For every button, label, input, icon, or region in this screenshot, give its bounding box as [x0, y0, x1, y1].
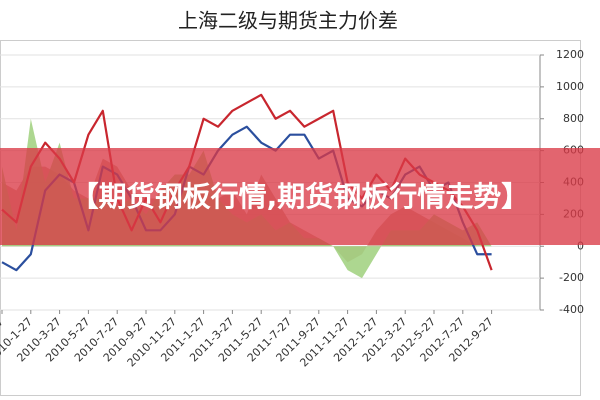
y-tick-label: 0	[577, 239, 584, 252]
banner-text: 【期货钢板行情,期货钢板行情走势】	[70, 179, 530, 213]
y-tick-label: -200	[559, 271, 584, 284]
y-tick-label: 1000	[556, 80, 584, 93]
y-tick-label: 1200	[556, 48, 584, 61]
banner: 【期货钢板行情,期货钢板行情走势】	[0, 148, 600, 245]
chart-title: 上海二级与期货主力价差	[178, 9, 398, 33]
y-tick-label: -400	[559, 303, 584, 316]
y-tick-label: 800	[563, 112, 584, 125]
